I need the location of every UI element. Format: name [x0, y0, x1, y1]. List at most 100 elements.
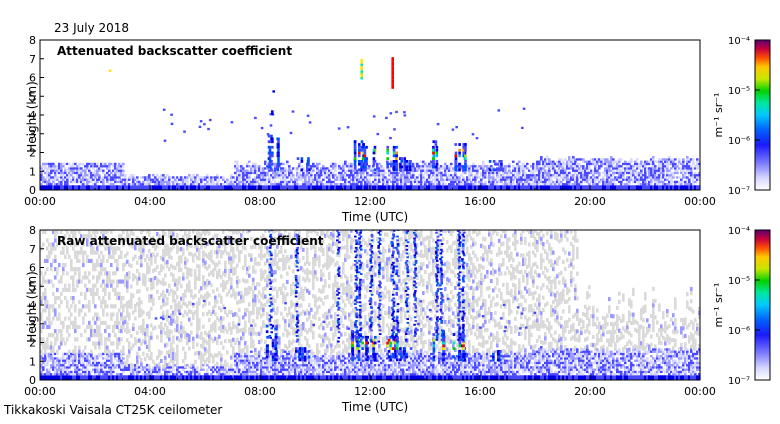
backscatter-cell — [172, 335, 175, 339]
backscatter-cell — [156, 265, 159, 269]
backscatter-cell — [112, 255, 115, 259]
backscatter-cell — [288, 167, 291, 169]
backscatter-cell — [156, 253, 159, 257]
backscatter-cell — [206, 181, 209, 183]
backscatter-cell — [312, 181, 315, 183]
backscatter-cell — [508, 165, 511, 167]
backscatter-cell — [676, 165, 679, 167]
backscatter-cell — [486, 170, 489, 172]
backscatter-cell — [612, 163, 615, 165]
backscatter-cell — [80, 360, 83, 362]
backscatter-cell — [60, 183, 63, 185]
backscatter-cell — [462, 152, 465, 155]
backscatter-cell — [492, 176, 495, 178]
x-tick-label: 08:00 — [244, 195, 276, 208]
backscatter-cell — [126, 280, 129, 284]
backscatter-cell — [492, 174, 495, 176]
backscatter-cell — [122, 350, 125, 354]
backscatter-cell — [342, 170, 345, 172]
backscatter-cell — [118, 308, 121, 312]
backscatter-cell — [264, 181, 267, 183]
backscatter-cell — [246, 170, 249, 172]
y-tick-label: 0 — [29, 184, 36, 197]
backscatter-cell — [188, 174, 191, 176]
backscatter-cell — [391, 57, 394, 59]
backscatter-cell — [228, 373, 231, 375]
backscatter-cell — [500, 166, 503, 169]
backscatter-cell — [373, 163, 376, 166]
backscatter-cell — [267, 133, 270, 135]
backscatter-cell — [334, 174, 337, 176]
backscatter-cell — [100, 341, 103, 345]
backscatter-cell — [393, 154, 396, 157]
backscatter-cell — [84, 292, 87, 296]
backscatter-cell — [128, 271, 131, 275]
backscatter-cell — [62, 325, 65, 329]
backscatter-cell — [90, 371, 93, 373]
backscatter-cell — [62, 337, 65, 341]
backscatter-cell — [206, 176, 209, 178]
backscatter-cell — [435, 166, 438, 169]
backscatter-cell — [230, 277, 233, 281]
backscatter-cell — [182, 347, 185, 351]
backscatter-cell — [190, 289, 193, 293]
backscatter-cell — [432, 157, 435, 160]
backscatter-cell — [84, 271, 87, 275]
backscatter-cell — [488, 174, 491, 176]
backscatter-cell — [269, 160, 272, 163]
backscatter-cell — [678, 158, 681, 160]
backscatter-cell — [92, 179, 95, 181]
backscatter-cell — [140, 300, 143, 304]
backscatter-cell — [196, 305, 199, 309]
backscatter-cell — [238, 364, 241, 366]
backscatter-cell — [654, 165, 657, 167]
backscatter-cell — [496, 183, 499, 185]
backscatter-cell — [92, 167, 95, 169]
backscatter-cell — [532, 163, 535, 165]
backscatter-cell — [98, 329, 101, 333]
backscatter-cell — [224, 286, 227, 290]
backscatter-cell — [360, 68, 363, 70]
backscatter-cell — [42, 366, 45, 368]
backscatter-cell — [232, 259, 235, 263]
backscatter-cell — [183, 131, 186, 133]
backscatter-cell — [120, 337, 123, 341]
backscatter-cell — [96, 259, 99, 263]
backscatter-cell — [354, 152, 357, 155]
backscatter-cell — [660, 161, 663, 163]
backscatter-cell — [470, 181, 473, 183]
backscatter-cell — [680, 172, 683, 174]
backscatter-cell — [380, 165, 383, 167]
backscatter-cell — [148, 249, 151, 253]
backscatter-cell — [206, 369, 209, 371]
backscatter-cell — [198, 265, 201, 269]
backscatter-cell — [218, 260, 221, 264]
backscatter-cell — [568, 181, 571, 183]
backscatter-cell — [393, 160, 396, 163]
backscatter-cell — [444, 174, 447, 176]
backscatter-cell — [638, 167, 641, 169]
backscatter-cell — [94, 321, 97, 325]
backscatter-cell — [432, 149, 435, 152]
backscatter-cell — [500, 163, 503, 166]
backscatter-cell — [666, 179, 669, 181]
backscatter-cell — [212, 366, 215, 368]
backscatter-cell — [138, 277, 141, 281]
backscatter-cell — [46, 170, 49, 172]
backscatter-cell — [358, 160, 361, 163]
backscatter-cell — [464, 166, 467, 169]
backscatter-cell — [562, 161, 565, 163]
backscatter-cell — [180, 334, 183, 338]
backscatter-cell — [600, 165, 603, 167]
backscatter-cell — [403, 163, 406, 166]
backscatter-cell — [512, 181, 515, 183]
backscatter-cell — [594, 181, 597, 183]
backscatter-cell — [393, 146, 396, 149]
backscatter-cell — [424, 163, 427, 165]
backscatter-cell — [393, 149, 396, 152]
backscatter-cell — [269, 152, 272, 155]
backscatter-cell — [520, 176, 523, 178]
backscatter-cell — [382, 181, 385, 183]
backscatter-cell — [277, 163, 280, 166]
backscatter-cell — [400, 157, 403, 160]
